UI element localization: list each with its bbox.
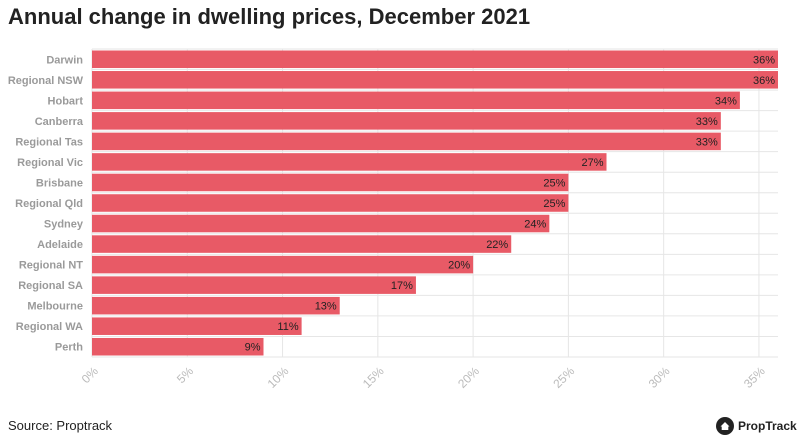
- bar-regional-wa: [92, 317, 302, 335]
- bar-brisbane: [92, 173, 569, 192]
- data-label: 20%: [448, 260, 470, 272]
- bar-regional-nsw: [92, 71, 778, 89]
- x-tick-label: 10%: [265, 364, 292, 391]
- x-tick-label: 5%: [174, 364, 196, 386]
- x-tick-label: 30%: [646, 364, 673, 391]
- category-label: Regional WA: [16, 321, 83, 333]
- x-tick-label: 0%: [79, 364, 101, 386]
- category-label: Adelaide: [37, 239, 83, 251]
- bar-regional-vic: [92, 153, 607, 171]
- x-tick-label: 35%: [741, 364, 768, 391]
- data-label: 34%: [715, 95, 737, 107]
- bar-sydney: [92, 214, 550, 233]
- bar-adelaide: [92, 235, 512, 253]
- data-label: 22%: [486, 239, 508, 251]
- category-label: Sydney: [44, 219, 84, 231]
- category-label: Regional Tas: [15, 136, 83, 148]
- brand-name: PropTrack: [738, 419, 797, 433]
- data-label: 33%: [696, 116, 718, 128]
- data-label: 36%: [753, 54, 775, 66]
- source-note: Source: Proptrack: [8, 418, 113, 433]
- proptrack-house-icon: [716, 417, 734, 435]
- bar-regional-tas: [92, 132, 721, 151]
- data-label: 25%: [543, 177, 565, 189]
- category-label: Regional SA: [18, 280, 83, 292]
- data-label: 36%: [753, 75, 775, 87]
- x-tick-label: 15%: [360, 364, 387, 391]
- category-label: Regional Vic: [17, 157, 83, 169]
- bar-canberra: [92, 112, 721, 130]
- x-tick-label: 20%: [455, 364, 482, 391]
- category-label: Darwin: [46, 54, 83, 66]
- bar-regional-sa: [92, 276, 416, 294]
- bar-melbourne: [92, 296, 340, 315]
- data-label: 24%: [524, 219, 546, 231]
- bar-regional-qld: [92, 194, 569, 212]
- bar-hobart: [92, 91, 740, 110]
- brand-logo: PropTrack: [716, 416, 797, 436]
- bar-darwin: [92, 50, 778, 69]
- category-label: Regional Qld: [15, 198, 83, 210]
- category-label: Regional NT: [19, 260, 83, 272]
- data-label: 17%: [391, 280, 413, 292]
- category-label: Perth: [55, 342, 83, 354]
- category-label: Melbourne: [27, 301, 83, 313]
- data-label: 25%: [543, 198, 565, 210]
- data-label: 9%: [245, 342, 261, 354]
- category-label: Canberra: [35, 116, 84, 128]
- x-tick-label: 25%: [550, 364, 577, 391]
- bar-perth: [92, 337, 264, 356]
- data-label: 11%: [277, 321, 298, 333]
- category-label: Brisbane: [36, 177, 83, 189]
- chart-title: Annual change in dwelling prices, Decemb…: [8, 4, 531, 29]
- data-label: 33%: [696, 136, 718, 148]
- data-label: 13%: [315, 301, 337, 313]
- bar-regional-nt: [92, 255, 474, 274]
- data-label: 27%: [581, 157, 603, 169]
- category-label: Hobart: [48, 95, 84, 107]
- category-label: Regional NSW: [8, 75, 84, 87]
